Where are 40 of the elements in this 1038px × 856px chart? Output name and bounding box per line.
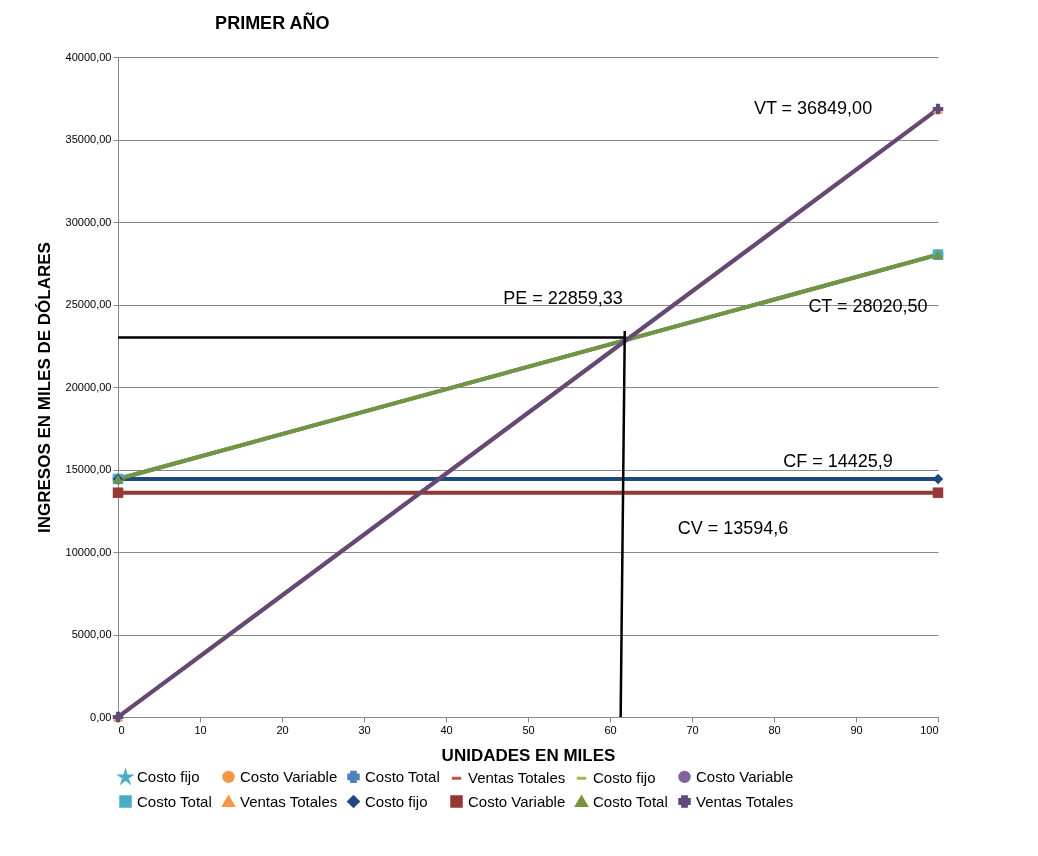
- y-tick-label: 0,00: [90, 710, 112, 723]
- y-tick-label: 10000,00: [65, 545, 112, 558]
- legend-label: Costo Total: [593, 792, 668, 810]
- x-tick-label: 0: [118, 723, 125, 736]
- y-tick-label: 15000,00: [65, 463, 112, 475]
- x-tick-label: 100: [920, 723, 939, 736]
- legend-label: Costo fijo: [365, 792, 428, 810]
- annotation: PE = 22859,33: [503, 288, 623, 308]
- y-tick-label: 35000,00: [65, 133, 112, 145]
- legend-label: Costo fijo: [137, 768, 200, 786]
- y-tick-label: 25000,00: [65, 298, 112, 310]
- annotation: VT = 36849,00: [753, 98, 873, 118]
- x-tick-label: 10: [194, 723, 207, 736]
- x-tick-label: 70: [686, 723, 699, 736]
- legend-label: Costo Variable: [468, 792, 566, 810]
- legend-label: Ventas Totales: [240, 792, 338, 810]
- legend-label: Ventas Totales: [696, 792, 794, 810]
- annotation: CV = 13594,6: [677, 518, 789, 538]
- y-axis-title: INGRESOS EN MILES DE DÓLARES: [34, 242, 54, 533]
- y-tick-label: 40000,00: [65, 50, 112, 63]
- x-tick-label: 60: [604, 723, 617, 736]
- x-axis-title: UNIDADES EN MILES: [441, 745, 616, 765]
- legend-label: Ventas Totales: [468, 769, 566, 787]
- y-tick-label: 5000,00: [71, 628, 112, 640]
- x-tick-label: 40: [440, 723, 453, 736]
- y-tick-label: 30000,00: [65, 215, 112, 228]
- legend-label: Costo Variable: [696, 767, 794, 785]
- y-tick-label: 20000,00: [65, 380, 112, 393]
- legend-label: Costo Total: [137, 792, 212, 810]
- legend-label: Costo fijo: [593, 769, 656, 787]
- chart-title: PRIMER AÑO: [215, 12, 330, 33]
- x-tick-label: 50: [522, 723, 535, 736]
- x-tick-label: 20: [276, 723, 289, 736]
- x-tick-label: 90: [850, 723, 863, 736]
- annotation: CT = 28020,50: [808, 296, 928, 316]
- legend-label: Costo Total: [365, 767, 440, 785]
- legend-label: Costo Variable: [240, 767, 338, 785]
- x-tick-label: 80: [768, 723, 781, 736]
- annotation: CF = 14425,9: [783, 451, 893, 471]
- x-tick-label: 30: [358, 723, 371, 736]
